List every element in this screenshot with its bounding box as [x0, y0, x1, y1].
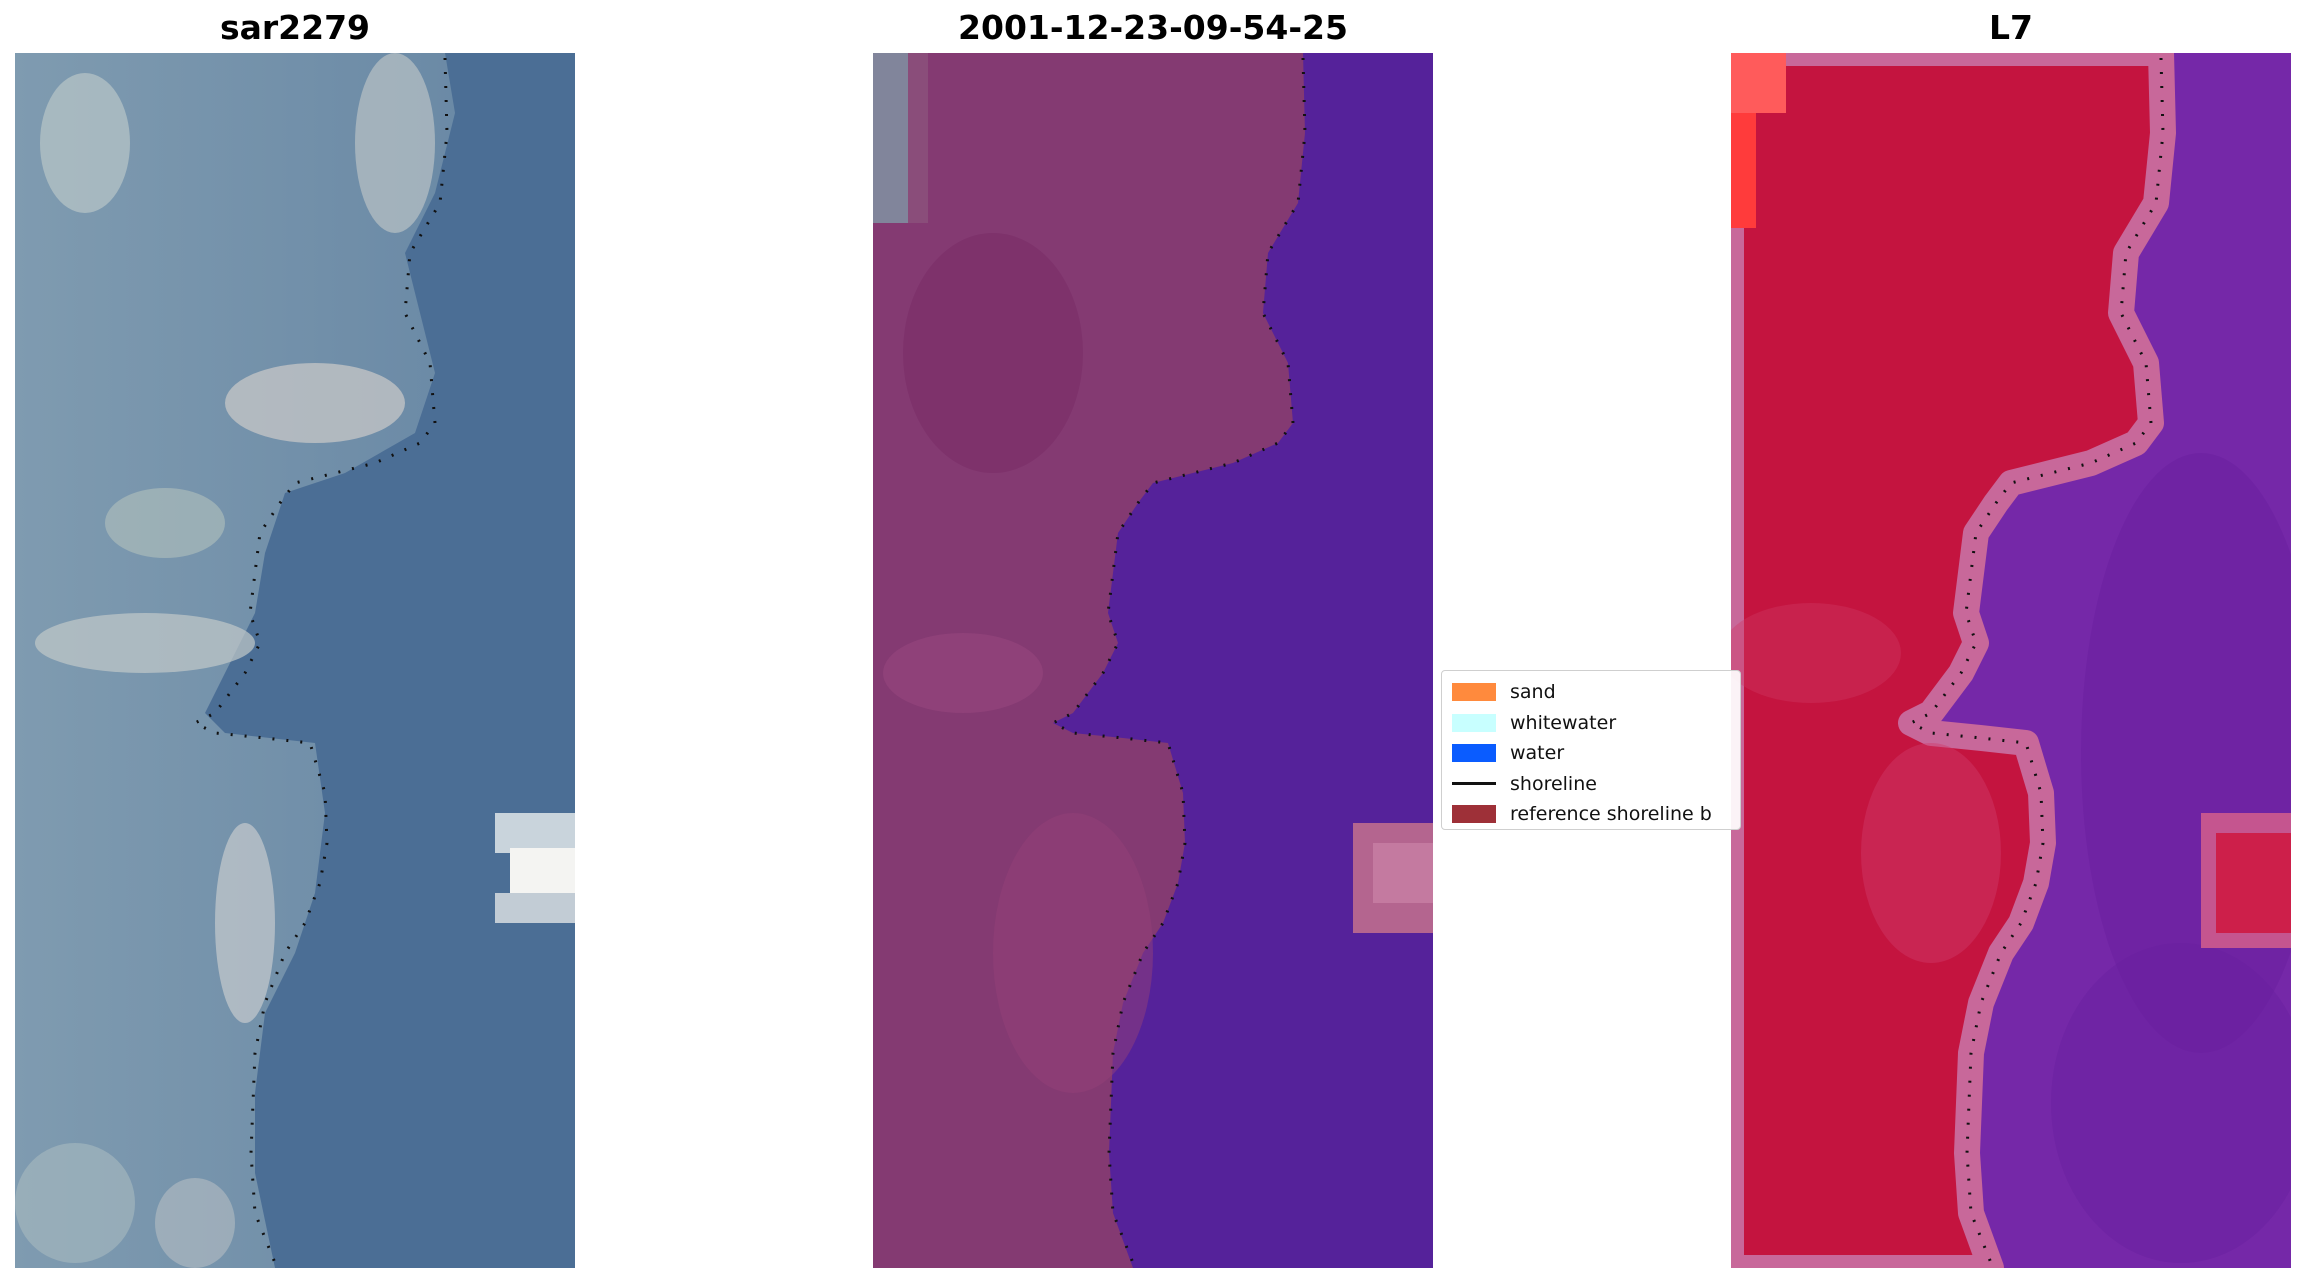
rgb-image-panel	[15, 53, 575, 1268]
index-image-panel	[1731, 53, 2291, 1268]
legend-item-whitewater: whitewater	[1452, 708, 1730, 739]
water-swatch	[1452, 744, 1496, 763]
classified-image-panel	[873, 53, 1433, 1268]
index-image	[1731, 53, 2291, 1268]
legend-label: reference shoreline b	[1510, 803, 1712, 826]
legend: sand whitewater water shoreline referenc…	[1441, 670, 1741, 830]
legend-item-water: water	[1452, 738, 1730, 769]
legend-label: shoreline	[1510, 772, 1597, 795]
shoreline-line	[1452, 782, 1496, 786]
panel-title-mndwi: L7	[1989, 8, 2033, 47]
rgb-image	[15, 53, 575, 1268]
legend-item-sand: sand	[1452, 677, 1730, 708]
panel-title-classified: 2001-12-23-09-54-25	[958, 8, 1348, 47]
panel-title-rgb: sar2279	[219, 8, 371, 47]
reference-shoreline-swatch	[1452, 805, 1496, 824]
sand-swatch	[1452, 683, 1496, 702]
legend-label: whitewater	[1510, 711, 1617, 734]
whitewater-swatch	[1452, 713, 1496, 732]
classified-image	[873, 53, 1433, 1268]
legend-item-reference-shoreline: reference shoreline b	[1452, 799, 1730, 830]
legend-label: water	[1510, 742, 1565, 765]
legend-item-shoreline: shoreline	[1452, 769, 1730, 800]
legend-label: sand	[1510, 681, 1556, 704]
